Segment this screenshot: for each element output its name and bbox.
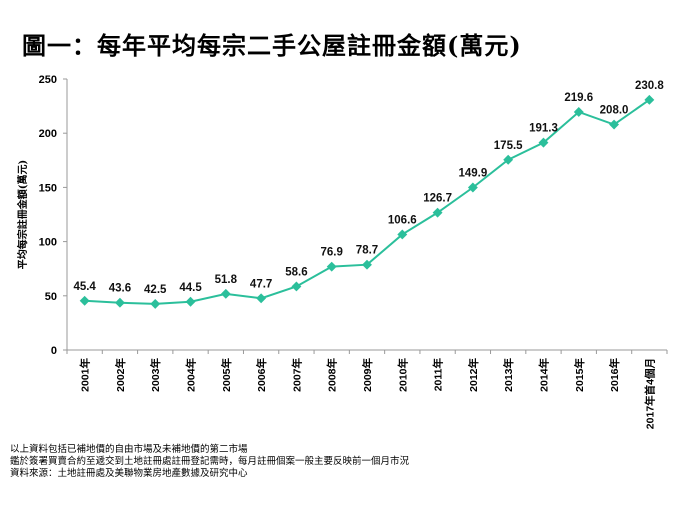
data-point bbox=[432, 207, 443, 218]
y-tick-label: 200 bbox=[39, 128, 57, 140]
x-tick-label: 2010年 bbox=[396, 358, 409, 392]
data-point bbox=[503, 154, 514, 165]
footnote: 資料來源：土地註冊處及美聯物業房地產數據及研究中心 bbox=[10, 468, 248, 479]
data-label: 58.6 bbox=[285, 266, 307, 278]
data-point bbox=[79, 295, 90, 306]
x-tick-label: 2009年 bbox=[361, 358, 374, 392]
x-tick-label: 2014年 bbox=[537, 358, 550, 392]
chart-title: 圖一：每年平均每宗二手公屋註冊金額(萬元) bbox=[22, 31, 522, 60]
x-tick-label: 2008年 bbox=[326, 358, 339, 392]
data-point bbox=[538, 137, 549, 148]
data-point bbox=[114, 297, 125, 308]
data-point bbox=[291, 281, 302, 292]
x-tick-label: 2012年 bbox=[467, 358, 480, 392]
data-label: 42.5 bbox=[144, 284, 167, 296]
data-point bbox=[573, 107, 584, 117]
series-line bbox=[84, 98, 650, 305]
data-label: 43.6 bbox=[109, 283, 131, 295]
data-label: 78.7 bbox=[356, 245, 378, 257]
y-tick-label: 100 bbox=[39, 237, 57, 249]
x-tick-label: 2002年 bbox=[114, 358, 127, 392]
x-tick-label: 2013年 bbox=[502, 358, 515, 392]
data-label: 76.9 bbox=[321, 247, 343, 259]
data-point bbox=[185, 296, 196, 307]
data-point bbox=[220, 288, 231, 299]
data-label: 149.9 bbox=[458, 168, 487, 180]
y-tick-label: 250 bbox=[39, 74, 57, 86]
data-point bbox=[256, 293, 267, 304]
data-point bbox=[150, 298, 161, 309]
data-label: 219.6 bbox=[564, 92, 593, 104]
x-tick-label: 2007年 bbox=[290, 358, 303, 392]
x-tick-label: 2005年 bbox=[220, 358, 233, 392]
data-point bbox=[609, 119, 620, 130]
data-label: 126.7 bbox=[423, 193, 452, 205]
data-label: 44.5 bbox=[179, 282, 202, 294]
data-point bbox=[362, 259, 372, 270]
y-tick-label: 50 bbox=[45, 291, 57, 303]
data-label: 106.6 bbox=[388, 214, 417, 226]
footnote: 鑑於簽署買賣合約至遞交到土地註冊處註冊登記需時，每月註冊個案一般主要反映前一個月… bbox=[10, 456, 410, 467]
footnote: 以上資料包括已補地價的自由市場及未補地價的第二市場 bbox=[10, 444, 248, 455]
data-point bbox=[644, 94, 655, 105]
data-label: 175.5 bbox=[494, 140, 523, 152]
x-tick-label: 2011年 bbox=[432, 358, 445, 392]
x-tick-label: 2003年 bbox=[149, 358, 162, 392]
x-tick-label: 2006年 bbox=[255, 358, 268, 392]
x-tick-label: 2017年首4個月 bbox=[643, 358, 656, 429]
footnotes: 以上資料包括已補地價的自由市場及未補地價的第二市場 鑑於簽署買賣合約至遞交到土地… bbox=[10, 444, 409, 480]
y-tick-label: 150 bbox=[39, 182, 57, 194]
x-tick-label: 2016年 bbox=[608, 358, 621, 392]
data-point bbox=[326, 261, 337, 272]
data-label: 208.0 bbox=[600, 105, 629, 117]
data-label: 47.7 bbox=[250, 278, 272, 290]
data-label: 51.8 bbox=[215, 274, 238, 286]
data-point bbox=[467, 182, 478, 193]
y-tick-label: 0 bbox=[51, 345, 57, 357]
data-label: 191.3 bbox=[529, 123, 558, 135]
data-label: 230.8 bbox=[635, 80, 664, 92]
data-point bbox=[397, 229, 408, 240]
y-axis-label: 平均每宗註冊金額(萬元) bbox=[16, 160, 29, 269]
data-label: 45.4 bbox=[73, 281, 96, 293]
x-tick-label: 2004年 bbox=[185, 358, 198, 392]
x-tick-label: 2001年 bbox=[79, 358, 92, 392]
x-tick-label: 2015年 bbox=[573, 358, 586, 392]
